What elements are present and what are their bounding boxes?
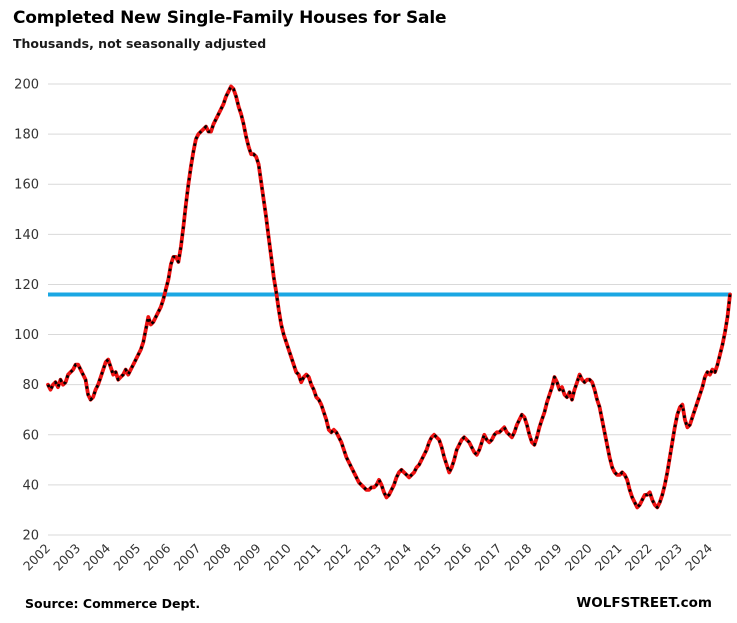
y-tick-label: 200 <box>14 78 39 93</box>
y-tick-label: 100 <box>14 328 39 343</box>
chart-title: Completed New Single-Family Houses for S… <box>13 8 447 28</box>
x-tick-label: 2018 <box>501 540 534 573</box>
source-credit: Source: Commerce Dept. <box>25 596 201 611</box>
brand-watermark: WOLFSTREET.com <box>576 595 712 611</box>
x-tick-label: 2002 <box>20 541 53 574</box>
x-tick-label: 2013 <box>351 541 384 574</box>
x-tick-label: 2015 <box>411 541 444 574</box>
x-tick-label: 2019 <box>532 540 565 573</box>
x-tick-label: 2017 <box>471 541 504 574</box>
x-tick-label: 2007 <box>170 541 203 574</box>
x-tick-label: 2020 <box>562 540 595 573</box>
x-tick-label: 2008 <box>201 540 234 573</box>
x-tick-label: 2009 <box>231 540 264 573</box>
x-tick-label: 2003 <box>50 541 83 574</box>
x-tick-label: 2014 <box>381 540 414 573</box>
x-tick-label: 2012 <box>321 541 354 574</box>
x-tick-label: 2004 <box>80 540 113 573</box>
x-tick-label: 2011 <box>291 541 324 574</box>
x-tick-label: 2024 <box>682 540 715 573</box>
y-tick-label: 40 <box>22 478 39 493</box>
x-tick-label: 2010 <box>261 540 294 573</box>
x-tick-label: 2016 <box>441 540 474 573</box>
chart-header: Completed New Single-Family Houses for S… <box>13 8 733 51</box>
chart-footer: Source: Commerce Dept. WOLFSTREET.com <box>0 593 737 617</box>
y-tick-label: 60 <box>22 428 39 443</box>
y-tick-label: 120 <box>14 278 39 293</box>
y-tick-label: 180 <box>14 128 39 143</box>
y-tick-label: 140 <box>14 228 39 243</box>
data-line-markers <box>46 85 732 509</box>
x-tick-label: 2005 <box>110 541 143 574</box>
x-tick-label: 2006 <box>140 540 173 573</box>
y-tick-label: 20 <box>22 529 39 544</box>
chart-subtitle: Thousands, not seasonally adjusted <box>13 36 267 51</box>
x-tick-label: 2021 <box>592 541 625 574</box>
y-tick-label: 80 <box>22 378 39 393</box>
y-tick-label: 160 <box>14 178 39 193</box>
data-line <box>46 84 732 510</box>
x-tick-label: 2023 <box>652 541 685 574</box>
x-tick-label: 2022 <box>622 541 655 574</box>
